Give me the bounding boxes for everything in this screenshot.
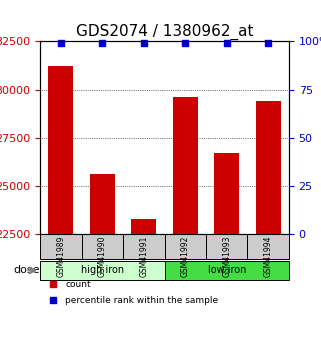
Bar [173, 97, 198, 345]
Title: GDS2074 / 1380962_at: GDS2074 / 1380962_at [76, 24, 253, 40]
Text: high iron: high iron [81, 265, 124, 275]
Point [58, 41, 64, 46]
Bar [48, 67, 73, 345]
Bar [90, 174, 115, 345]
Bar [256, 101, 281, 345]
Text: GSM41989: GSM41989 [56, 235, 65, 277]
Point [224, 41, 229, 46]
Text: GSM41990: GSM41990 [98, 235, 107, 277]
Text: GSM41994: GSM41994 [264, 235, 273, 277]
FancyBboxPatch shape [123, 234, 165, 259]
Point [50, 282, 55, 287]
FancyBboxPatch shape [40, 261, 165, 280]
Point [100, 41, 105, 46]
FancyBboxPatch shape [206, 234, 247, 259]
FancyBboxPatch shape [165, 234, 206, 259]
Text: dose: dose [13, 265, 40, 275]
Point [183, 41, 188, 46]
Text: GSM41991: GSM41991 [139, 235, 148, 277]
FancyBboxPatch shape [247, 234, 289, 259]
FancyBboxPatch shape [40, 234, 82, 259]
Point [141, 41, 146, 46]
Point [50, 297, 55, 303]
Text: GSM41993: GSM41993 [222, 235, 231, 277]
FancyBboxPatch shape [165, 261, 289, 280]
Text: GSM41992: GSM41992 [181, 235, 190, 277]
Text: percentile rank within the sample: percentile rank within the sample [65, 296, 218, 305]
Point [265, 41, 271, 46]
Text: low iron: low iron [207, 265, 246, 275]
Text: count: count [65, 280, 91, 289]
Bar [214, 153, 239, 345]
Bar [131, 218, 156, 345]
FancyBboxPatch shape [82, 234, 123, 259]
